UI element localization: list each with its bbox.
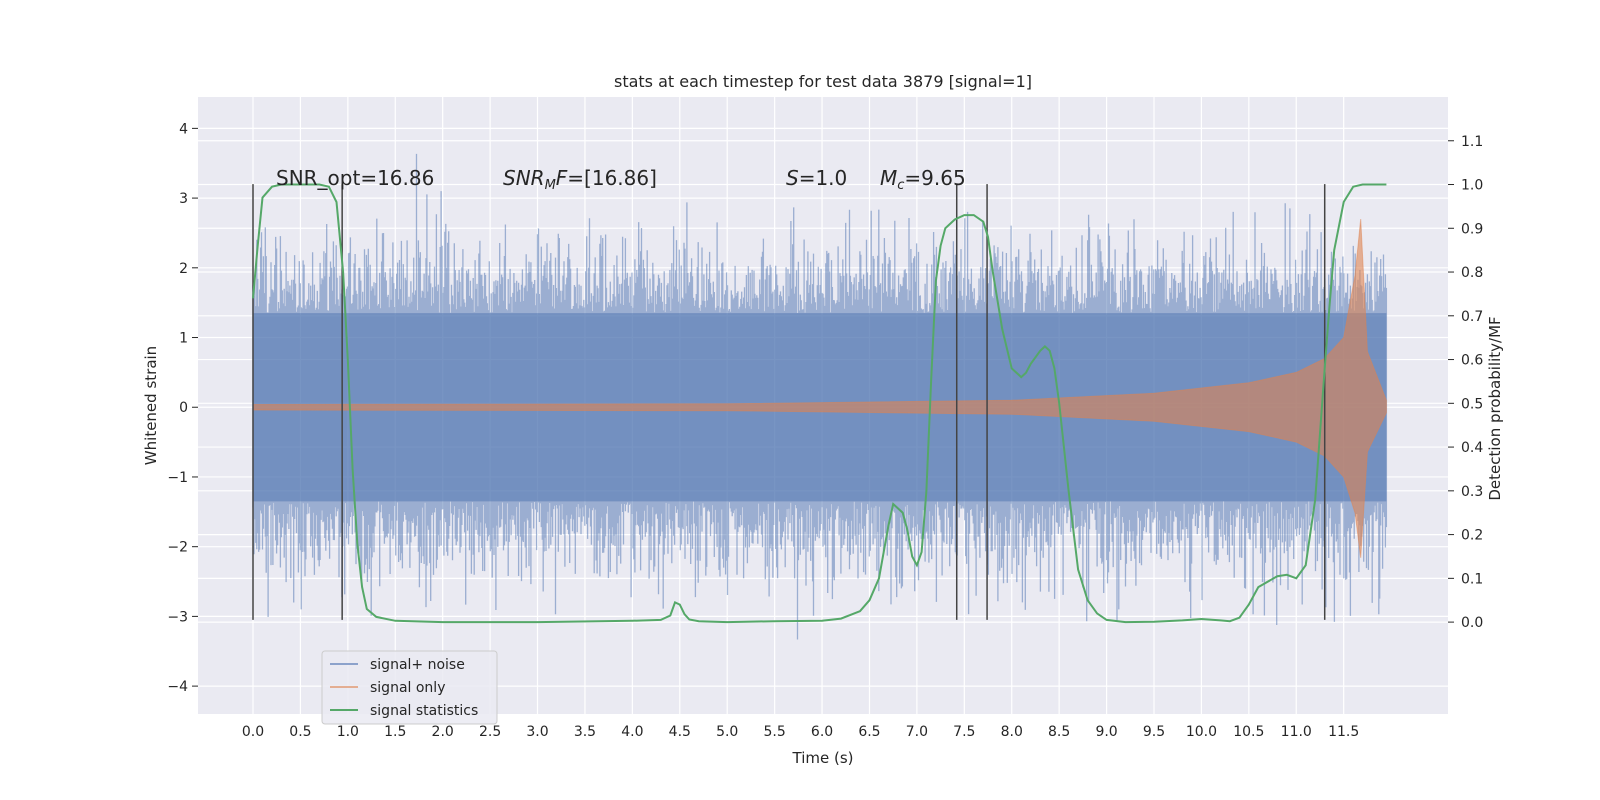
y-tick-label: 1 (179, 331, 188, 347)
x-tick-label: 5.0 (716, 724, 738, 740)
y-tick-label: 4 (179, 121, 188, 137)
y2-tick-label: 0.8 (1461, 265, 1483, 281)
y2-tick-label: 0.1 (1461, 571, 1483, 587)
legend-label-stats: signal statistics (370, 703, 478, 719)
y-tick-label: 0 (179, 400, 188, 416)
y-tick-label: −1 (167, 470, 188, 486)
y2-tick-label: 0.6 (1461, 353, 1483, 369)
y2-tick-label: 1.1 (1461, 134, 1483, 150)
x-tick-label: 7.5 (953, 724, 975, 740)
axes: 0.0 0.5 1.0 1.5 2.0 2.5 3.0 3.5 4.0 4.5 5.0 5.5 6.0 6… (167, 121, 1483, 740)
y2-tick-label: 0.7 (1461, 309, 1483, 325)
y-tick-label: −2 (167, 540, 188, 556)
y-tick-label: −4 (167, 679, 188, 695)
x-tick-label: 9.5 (1143, 724, 1165, 740)
x-tick-label: 4.5 (669, 724, 691, 740)
signal-statistics-series (252, 183, 1387, 624)
y2-tick-label: 0.2 (1461, 528, 1483, 544)
y2-tick-label: 0.0 (1461, 615, 1483, 631)
x-axis-label: Time (s) (792, 749, 854, 767)
annotation-snr-opt: SNR_opt=16.86 (276, 166, 434, 190)
legend: signal+ noise signal only signal statist… (321, 650, 498, 725)
y-tick-label: −3 (167, 609, 188, 625)
legend-label-signal: signal only (370, 680, 445, 696)
y2-axis-label: Detection probability/MF (1486, 316, 1504, 500)
x-tick-label: 1.5 (384, 724, 406, 740)
y-axis-label: Whitened strain (142, 346, 160, 465)
x-tick-label: 10.0 (1186, 724, 1217, 740)
legend-box (321, 650, 498, 725)
x-tick-label: 6.5 (858, 724, 880, 740)
annotation-mc: Mc=9.65 (880, 166, 966, 193)
y-tick-label: 3 (179, 191, 188, 207)
y-tick-label: 2 (179, 261, 188, 277)
x-tick-label: 2.0 (432, 724, 454, 740)
y2-tick-label: 0.5 (1461, 396, 1483, 412)
chart-title: stats at each timestep for test data 387… (614, 72, 1032, 91)
x-tick-label: 4.0 (621, 724, 643, 740)
x-tick-label: 11.5 (1328, 724, 1359, 740)
y2-tick-label: 1.0 (1461, 178, 1483, 194)
x-tick-label: 2.5 (479, 724, 501, 740)
annotation-s: S=1.0 (786, 166, 847, 190)
y2-tick-label: 0.3 (1461, 484, 1483, 500)
x-tick-label: 7.0 (906, 724, 928, 740)
y2-tick-label: 0.9 (1461, 221, 1483, 237)
signal-only-series (252, 218, 1387, 558)
x-tick-label: 0.0 (242, 724, 264, 740)
x-tick-label: 3.0 (526, 724, 548, 740)
x-tick-label: 10.5 (1233, 724, 1264, 740)
x-tick-label: 9.0 (1095, 724, 1117, 740)
x-tick-label: 8.5 (1048, 724, 1070, 740)
y2-tick-label: 0.4 (1461, 440, 1483, 456)
x-tick-label: 1.0 (337, 724, 359, 740)
annotation-snr-mf: SNRMF=[16.86] (503, 166, 657, 193)
x-tick-label: 5.5 (763, 724, 785, 740)
x-tick-label: 0.5 (289, 724, 311, 740)
x-tick-label: 3.5 (574, 724, 596, 740)
x-tick-label: 11.0 (1281, 724, 1312, 740)
x-tick-label: 8.0 (1001, 724, 1023, 740)
legend-label-noise: signal+ noise (370, 657, 465, 673)
x-tick-label: 6.0 (811, 724, 833, 740)
